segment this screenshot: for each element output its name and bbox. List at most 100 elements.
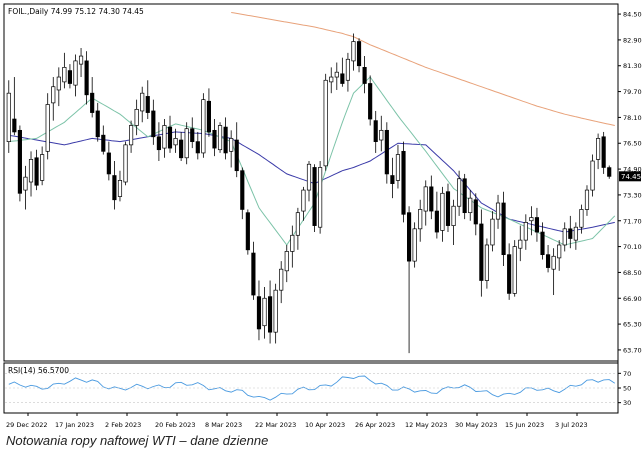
candle <box>495 194 501 229</box>
candle-body <box>78 55 84 65</box>
rsi-line <box>8 375 616 401</box>
date-tick-label: 29 Dec 2022 <box>6 421 48 429</box>
price-tick-label: 78.10 <box>623 114 642 122</box>
candle-body <box>607 167 612 177</box>
current-price-label: 74.45 <box>621 173 641 181</box>
candle <box>67 64 73 89</box>
price-tick-label: 71.70 <box>623 217 642 225</box>
candle-body <box>479 223 484 281</box>
candle <box>268 280 273 344</box>
candle-body <box>156 136 161 151</box>
candle-body <box>334 71 339 78</box>
candle-body <box>212 129 217 149</box>
candle-body <box>262 297 267 327</box>
candle-body <box>84 60 89 96</box>
date-tick-label: 10 Apr 2023 <box>305 421 345 429</box>
rsi-tick-label: 70 <box>623 370 631 378</box>
candle-body <box>67 70 73 84</box>
candle <box>217 122 223 153</box>
candle <box>101 125 106 155</box>
candle-body <box>351 41 356 62</box>
candle <box>590 154 595 197</box>
candle <box>162 119 167 158</box>
candle-body <box>112 175 117 201</box>
date-tick-label: 12 May 2023 <box>405 421 447 429</box>
candle-body <box>596 138 601 160</box>
candle-body <box>540 231 545 256</box>
candle-body <box>240 170 245 210</box>
candle-body <box>284 251 289 272</box>
candle <box>412 222 417 268</box>
candle-body <box>412 228 417 262</box>
candle <box>301 186 306 221</box>
candle-body <box>423 186 428 212</box>
candle-body <box>545 254 551 268</box>
candle <box>557 240 562 271</box>
candle <box>551 248 556 296</box>
rsi-indicator <box>8 375 616 401</box>
candle <box>351 33 356 71</box>
candle-body <box>273 289 278 333</box>
candle <box>501 191 506 266</box>
candle <box>484 238 489 289</box>
candle-body <box>584 189 590 210</box>
candle <box>90 77 95 118</box>
candle <box>256 280 262 341</box>
current-price-marker: 74.45 <box>619 171 641 182</box>
candle <box>334 62 339 90</box>
candle <box>273 283 278 344</box>
candle-body <box>62 67 67 83</box>
candle <box>406 206 412 354</box>
candle <box>345 52 350 92</box>
candle-body <box>345 58 350 81</box>
candle-body <box>28 159 34 183</box>
candle-body <box>490 218 495 246</box>
candle <box>507 243 512 300</box>
candle <box>184 122 189 165</box>
candle <box>451 199 456 245</box>
candle-body <box>12 118 17 133</box>
candle-body <box>368 83 373 120</box>
candle <box>390 157 395 199</box>
candle <box>340 57 345 87</box>
candle <box>596 133 601 170</box>
candle <box>312 164 317 233</box>
candle-body <box>395 154 401 181</box>
candle <box>440 186 445 242</box>
candle-body <box>468 197 473 214</box>
candle <box>329 67 334 94</box>
candle <box>573 222 578 250</box>
candle <box>34 149 39 191</box>
candle <box>462 173 467 220</box>
candle-body <box>306 163 312 191</box>
candle <box>445 183 451 233</box>
moving-average-2 <box>8 131 615 233</box>
candle-body <box>173 138 178 146</box>
candle <box>206 88 212 137</box>
candle <box>262 286 267 339</box>
candle-body <box>312 167 317 226</box>
price-tick-label: 79.70 <box>623 88 642 96</box>
candle <box>540 222 545 260</box>
candle-body <box>140 92 145 112</box>
candle-body <box>106 152 111 175</box>
candle-body <box>6 92 11 142</box>
rsi-axis: 70 50 30 <box>5 370 631 407</box>
candle-body <box>184 128 189 159</box>
candle-body <box>145 96 150 113</box>
candle <box>434 191 439 239</box>
candle <box>51 77 56 121</box>
candle-body <box>17 129 22 194</box>
candle <box>123 141 128 186</box>
candle <box>601 131 606 174</box>
candle-body <box>373 120 378 142</box>
candle <box>279 261 284 304</box>
moving-averages <box>8 12 616 246</box>
candle <box>151 99 156 145</box>
candle-body <box>529 217 534 222</box>
price-tick-label: 84.50 <box>623 11 642 19</box>
candle <box>95 102 100 142</box>
rsi-tick-label: 50 <box>623 385 631 393</box>
candle-body <box>123 144 128 183</box>
date-tick-label: 26 Apr 2023 <box>355 421 395 429</box>
